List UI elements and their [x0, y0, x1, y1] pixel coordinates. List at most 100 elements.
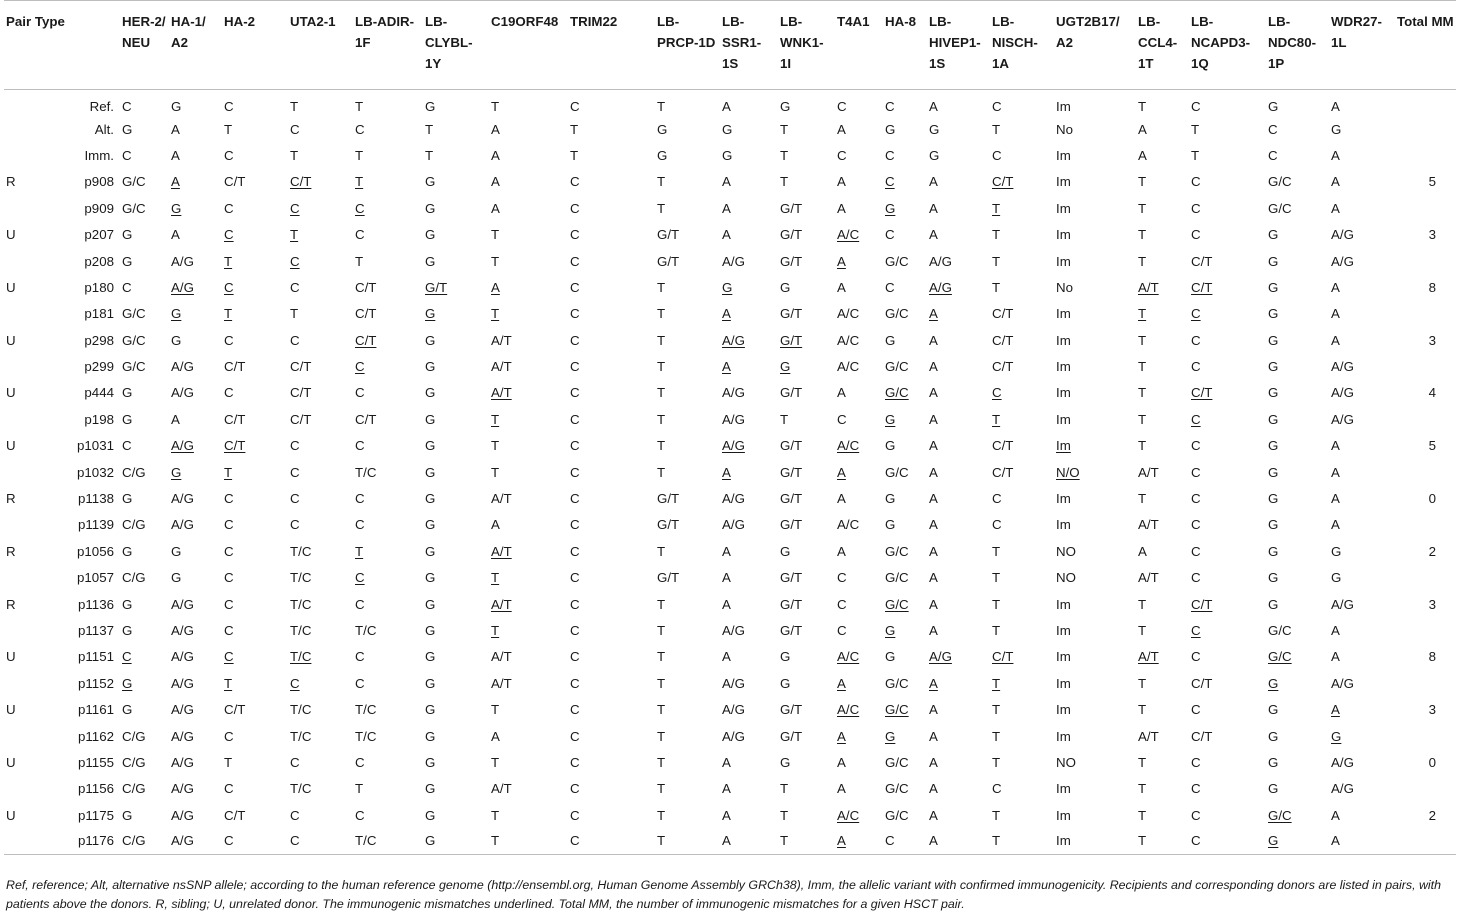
allele-cell: G/T	[780, 227, 803, 243]
immunogenic-mismatch: C	[290, 675, 300, 691]
allele-cell: A	[837, 279, 846, 295]
allele-cell: G	[425, 807, 436, 823]
immunogenic-mismatch: C	[355, 200, 365, 216]
allele-cell: G/C	[1268, 623, 1292, 638]
allele-cell: G/C	[885, 253, 909, 269]
sample-id-cell: p909	[84, 200, 114, 216]
allele-cell: G/C	[883, 591, 927, 617]
allele-cell: G	[171, 332, 182, 348]
allele-cell: T	[1136, 828, 1189, 856]
allele-cell: A/G	[171, 754, 194, 770]
allele-cell: C	[837, 147, 847, 163]
immunogenic-mismatch: C/T	[1191, 596, 1213, 612]
allele-cell: C	[570, 754, 580, 770]
allele-cell: C	[120, 644, 169, 670]
allele-cell: C	[883, 169, 927, 195]
allele-cell: A	[1329, 828, 1395, 856]
allele-cell: C	[1191, 491, 1201, 507]
allele-cell: A	[1329, 696, 1395, 722]
allele-cell: T	[491, 99, 500, 115]
table-row: Ref. C G C T T G T C T A G C C A C Im T C G A	[4, 90, 1456, 116]
allele-cell: C/G	[122, 517, 146, 533]
immunogenic-mismatch: G/T	[780, 332, 803, 348]
immunogenic-mismatch: G/C	[885, 702, 909, 718]
allele-cell: A	[1331, 306, 1340, 322]
pair-type-cell	[4, 353, 72, 379]
total-mm-cell	[1395, 512, 1456, 538]
allele-cell: C/T	[992, 306, 1014, 322]
allele-cell: C	[288, 195, 353, 221]
immunogenic-mismatch: G/C	[1268, 649, 1292, 665]
allele-cell: C	[122, 438, 132, 454]
allele-cell: C	[224, 517, 234, 533]
allele-cell: A	[929, 332, 938, 348]
immunogenic-mismatch: C	[224, 227, 234, 243]
allele-cell: A	[722, 227, 731, 243]
allele-cell: T	[489, 301, 568, 327]
allele-cell: A	[927, 670, 990, 696]
allele-cell: C	[222, 274, 288, 300]
allele-cell: A/G	[169, 433, 222, 459]
allele-cell: G/C	[122, 306, 146, 322]
immunogenic-mismatch: C	[885, 174, 895, 190]
allele-cell: A	[837, 781, 846, 797]
allele-cell: T/C	[290, 623, 312, 638]
pair-type-cell: U	[6, 649, 16, 665]
allele-cell: G/T	[780, 570, 803, 586]
allele-cell: C	[992, 517, 1002, 533]
allele-cell: A	[835, 248, 883, 274]
allele-cell: T	[425, 121, 434, 137]
allele-cell: T	[780, 807, 789, 823]
table-row: p1152 G A/G T C C G A/T C T A/G G A G/C A T Im T C/T G A/G	[4, 670, 1456, 696]
allele-cell: G	[171, 543, 182, 559]
allele-cell: G	[122, 411, 133, 427]
table-row: Imm. C A C T T T A T G G T C C G C Im A T C A	[4, 142, 1456, 168]
immunogenic-mismatch: G	[885, 623, 896, 638]
allele-cell: A/T	[491, 781, 512, 797]
allele-cell: T	[491, 464, 500, 480]
allele-cell: C	[224, 385, 234, 401]
immunogenic-mismatch: C	[290, 253, 300, 269]
allele-cell: G/C	[122, 200, 146, 216]
allele-cell: A/C	[835, 644, 883, 670]
allele-cell: C	[355, 807, 365, 823]
allele-cell: A/G	[1331, 675, 1354, 691]
allele-cell: T	[290, 99, 299, 115]
total-mm-cell	[1395, 142, 1456, 168]
immunogenic-mismatch: C	[992, 385, 1002, 401]
allele-cell: C	[222, 828, 288, 856]
allele-cell: C	[570, 99, 580, 115]
immunogenic-mismatch: A	[491, 279, 500, 295]
allele-cell: Im	[1054, 828, 1136, 856]
allele-cell: A/G	[722, 253, 745, 269]
allele-cell: T	[1138, 438, 1147, 454]
allele-cell: A/G	[722, 491, 745, 507]
allele-cell: Im	[1056, 174, 1071, 190]
allele-cell: A	[722, 570, 731, 586]
header-locus: HA-2	[222, 0, 288, 90]
allele-cell: T	[992, 807, 1001, 823]
allele-cell: G	[425, 332, 436, 348]
allele-cell: T	[491, 702, 500, 718]
allele-cell: T	[655, 828, 720, 856]
allele-cell: C	[885, 99, 895, 115]
allele-cell: T	[992, 279, 1001, 295]
allele-cell: Im	[1056, 147, 1071, 163]
allele-cell: G/C	[1266, 802, 1329, 828]
allele-cell: T	[657, 754, 666, 770]
allele-cell: G	[885, 438, 896, 454]
allele-cell: T	[491, 438, 500, 454]
allele-cell: A	[720, 459, 778, 485]
allele-cell: G/C	[885, 543, 909, 559]
allele-cell: T	[290, 306, 299, 322]
sample-id-cell: p208	[84, 253, 114, 269]
allele-cell: C	[1191, 464, 1201, 480]
allele-cell: G	[1268, 491, 1279, 507]
allele-cell: A	[722, 781, 731, 797]
immunogenic-mismatch: A/T	[1138, 279, 1159, 295]
immunogenic-mismatch: C	[1191, 623, 1201, 638]
allele-cell: T	[990, 406, 1054, 432]
allele-cell: C/T	[224, 807, 246, 823]
immunogenic-mismatch: A/G	[722, 438, 745, 454]
allele-cell: C	[885, 147, 895, 163]
